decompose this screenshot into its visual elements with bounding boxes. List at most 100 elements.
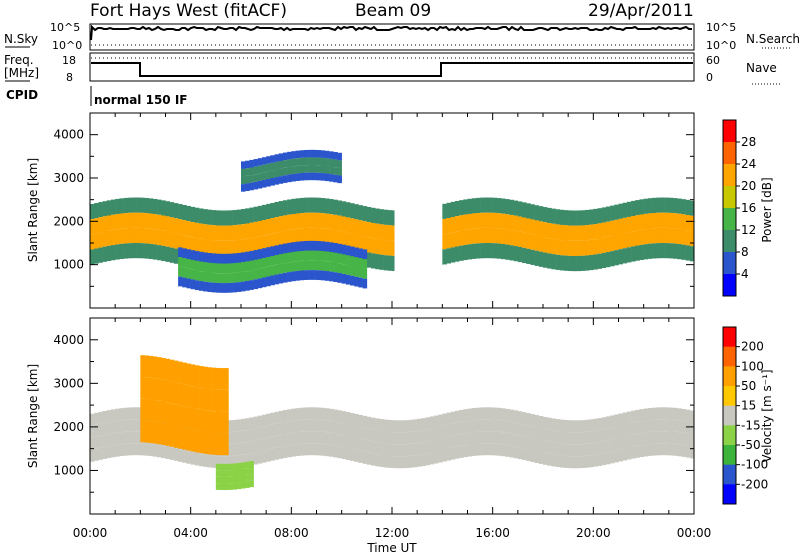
- velocity-cell: [211, 411, 217, 433]
- velocity-cell: [387, 443, 393, 456]
- power-cell: [350, 218, 355, 234]
- power-cell: [530, 219, 535, 235]
- power-cell: [199, 208, 204, 224]
- power-cell: [194, 251, 200, 261]
- velocity-cell: [148, 444, 154, 457]
- power-cell: [618, 234, 623, 250]
- power-cell: [337, 253, 342, 264]
- power-cell: [480, 243, 485, 259]
- power-cell: [664, 212, 670, 228]
- velocity-cell: [362, 451, 368, 464]
- power-cell: [295, 241, 301, 252]
- power-cell: [652, 243, 657, 259]
- power-cell: [488, 197, 493, 213]
- power-cell: [182, 205, 187, 221]
- power-cell: [98, 247, 103, 263]
- power-cell: [215, 282, 221, 293]
- velocity-cell: [568, 444, 573, 457]
- power-cell: [270, 155, 275, 163]
- velocity-cell: [232, 443, 238, 456]
- power-cell: [148, 228, 154, 244]
- power-cell: [241, 224, 246, 240]
- velocity-cell: [563, 455, 569, 468]
- velocity-cell: [110, 445, 116, 458]
- velocity-cell: [605, 440, 611, 453]
- velocity-cell: [631, 446, 636, 459]
- power-cell: [660, 197, 665, 213]
- power-cell: [249, 260, 254, 271]
- velocity-cell: [354, 437, 359, 450]
- power-cell: [635, 245, 640, 261]
- power-cell: [631, 216, 636, 232]
- velocity-cell: [484, 431, 489, 444]
- velocity-cell: [261, 426, 267, 439]
- power-cell: [341, 254, 347, 265]
- velocity-cell: [350, 413, 355, 425]
- power-cell: [228, 273, 233, 283]
- power-cell: [98, 232, 103, 248]
- power-cell: [291, 242, 296, 252]
- velocity-cell: [249, 441, 254, 454]
- power-cell: [484, 243, 489, 259]
- power-cell: [94, 248, 99, 264]
- velocity-colorbar-tick-label: 50: [741, 379, 756, 393]
- power-cell: [303, 260, 309, 271]
- velocity-cell: [274, 423, 280, 436]
- velocity-cell: [433, 439, 439, 452]
- power-cell: [475, 243, 481, 259]
- velocity-cell: [685, 433, 691, 446]
- velocity-cell: [266, 437, 271, 450]
- power-cell: [295, 173, 301, 181]
- velocity-cell: [341, 423, 347, 436]
- power-cell: [316, 241, 321, 251]
- velocity-cell: [635, 445, 640, 458]
- power-cell: [207, 239, 212, 256]
- time-tick-label: 00:00: [73, 526, 108, 540]
- power-cell: [668, 243, 674, 259]
- velocity-cell: [513, 446, 519, 459]
- velocity-cell: [190, 452, 196, 465]
- velocity-cell: [446, 424, 452, 437]
- power-cell: [320, 165, 326, 174]
- power-cell: [90, 219, 95, 235]
- velocity-cell: [475, 419, 481, 432]
- velocity-cell: [371, 417, 376, 430]
- velocity-cell: [626, 423, 632, 436]
- velocity-cell: [412, 455, 418, 468]
- velocity-cell: [601, 441, 607, 454]
- power-cell: [454, 216, 460, 232]
- power-cell: [563, 255, 569, 271]
- power-cell: [463, 214, 468, 230]
- power-cell: [563, 210, 569, 226]
- power-cell: [677, 228, 682, 245]
- power-cell: [362, 249, 368, 260]
- velocity-cell: [224, 433, 229, 456]
- power-cell: [249, 222, 254, 238]
- velocity-cell: [433, 451, 439, 464]
- power-cell: [505, 244, 510, 260]
- velocity-cell: [241, 418, 246, 431]
- power-cell: [509, 214, 514, 231]
- velocity-cell: [245, 454, 250, 467]
- power-colorbar-label: Power [dB]: [760, 177, 774, 242]
- power-cell: [274, 177, 280, 185]
- velocity-cell: [639, 409, 644, 422]
- nsearch-tick-bottom: 10^0: [706, 39, 736, 52]
- power-cell: [526, 248, 531, 264]
- velocity-cell: [241, 442, 246, 455]
- power-cell: [345, 274, 351, 285]
- power-cell: [517, 231, 523, 247]
- power-cell: [392, 240, 397, 256]
- power-cell: [639, 199, 644, 215]
- velocity-cell: [664, 443, 670, 456]
- power-cell: [534, 250, 540, 266]
- power-cell: [94, 203, 99, 219]
- power-cell: [656, 212, 661, 228]
- velocity-cell: [538, 439, 544, 452]
- power-cell: [622, 248, 628, 264]
- power-cell: [387, 255, 393, 271]
- velocity-cell: [140, 376, 145, 399]
- velocity-cell: [199, 454, 204, 467]
- power-cell: [626, 201, 632, 217]
- power-cell: [350, 275, 355, 286]
